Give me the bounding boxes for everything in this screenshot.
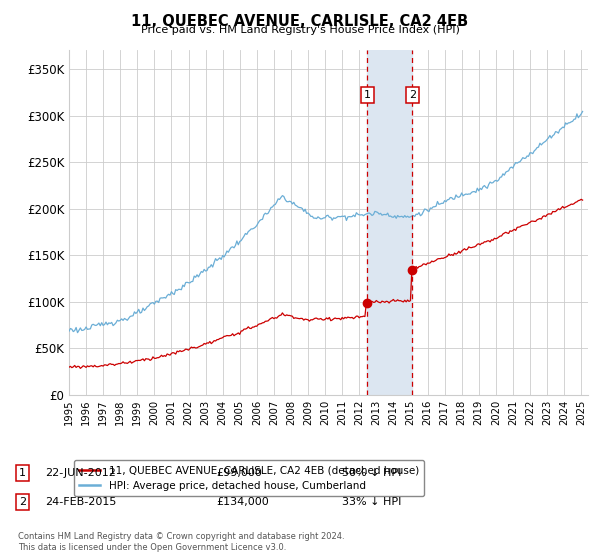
Legend: 11, QUEBEC AVENUE, CARLISLE, CA2 4EB (detached house), HPI: Average price, detac: 11, QUEBEC AVENUE, CARLISLE, CA2 4EB (de… — [74, 460, 424, 496]
Text: 1: 1 — [364, 90, 371, 100]
Text: 1: 1 — [19, 468, 26, 478]
Text: 50% ↓ HPI: 50% ↓ HPI — [342, 468, 401, 478]
Text: 22-JUN-2012: 22-JUN-2012 — [45, 468, 116, 478]
Bar — [367, 50, 412, 395]
Text: 33% ↓ HPI: 33% ↓ HPI — [342, 497, 401, 507]
Text: Price paid vs. HM Land Registry's House Price Index (HPI): Price paid vs. HM Land Registry's House … — [140, 25, 460, 35]
Text: 2: 2 — [19, 497, 26, 507]
Text: 24-FEB-2015: 24-FEB-2015 — [45, 497, 116, 507]
Text: £99,000: £99,000 — [216, 468, 262, 478]
Text: This data is licensed under the Open Government Licence v3.0.: This data is licensed under the Open Gov… — [18, 543, 286, 552]
Text: 2: 2 — [409, 90, 416, 100]
Text: Contains HM Land Registry data © Crown copyright and database right 2024.: Contains HM Land Registry data © Crown c… — [18, 532, 344, 541]
Text: 11, QUEBEC AVENUE, CARLISLE, CA2 4EB: 11, QUEBEC AVENUE, CARLISLE, CA2 4EB — [131, 14, 469, 29]
Text: £134,000: £134,000 — [216, 497, 269, 507]
